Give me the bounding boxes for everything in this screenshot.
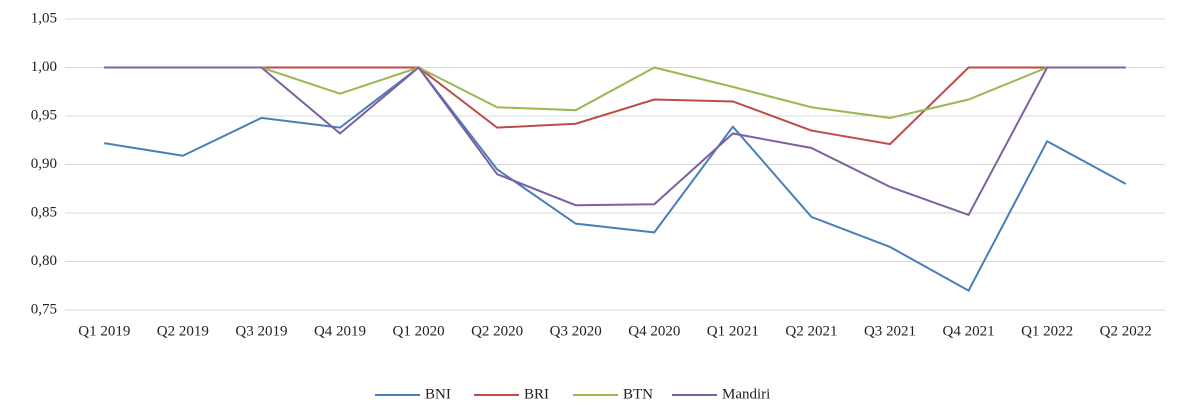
series-line <box>104 66 1126 217</box>
x-tick-label: Q1 2021 <box>707 323 759 339</box>
series-line <box>104 66 1126 146</box>
x-tick-label: Q1 2019 <box>78 323 130 339</box>
x-tick-label: Q1 2022 <box>1021 323 1073 339</box>
x-tick-label: Q2 2020 <box>471 323 523 339</box>
x-tick-label: Q3 2021 <box>864 323 916 339</box>
y-tick-label: 1,05 <box>31 10 57 26</box>
y-tick-label: 0,95 <box>31 107 57 123</box>
legend-label: BTN <box>623 386 653 402</box>
x-tick-label: Q3 2019 <box>235 323 287 339</box>
y-tick-label: 0,80 <box>31 253 57 269</box>
series-line <box>104 66 1126 119</box>
x-tick-label: Q2 2022 <box>1100 323 1152 339</box>
x-tick-label: Q4 2021 <box>943 323 995 339</box>
y-tick-label: 1,00 <box>31 59 57 75</box>
legend-label: BNI <box>425 386 451 402</box>
x-tick-label: Q4 2019 <box>314 323 366 339</box>
x-tick-label: Q3 2020 <box>550 323 602 339</box>
x-tick-label: Q2 2021 <box>785 323 837 339</box>
x-tick-label: Q2 2019 <box>157 323 209 339</box>
series-line <box>104 66 1127 292</box>
x-tick-label: Q1 2020 <box>393 323 445 339</box>
y-tick-label: 0,90 <box>31 156 57 172</box>
legend-label: Mandiri <box>722 386 770 402</box>
legend-label: BRI <box>524 386 549 402</box>
y-tick-label: 0,85 <box>31 204 57 220</box>
y-tick-label: 0,75 <box>31 301 57 317</box>
x-tick-label: Q4 2020 <box>628 323 680 339</box>
